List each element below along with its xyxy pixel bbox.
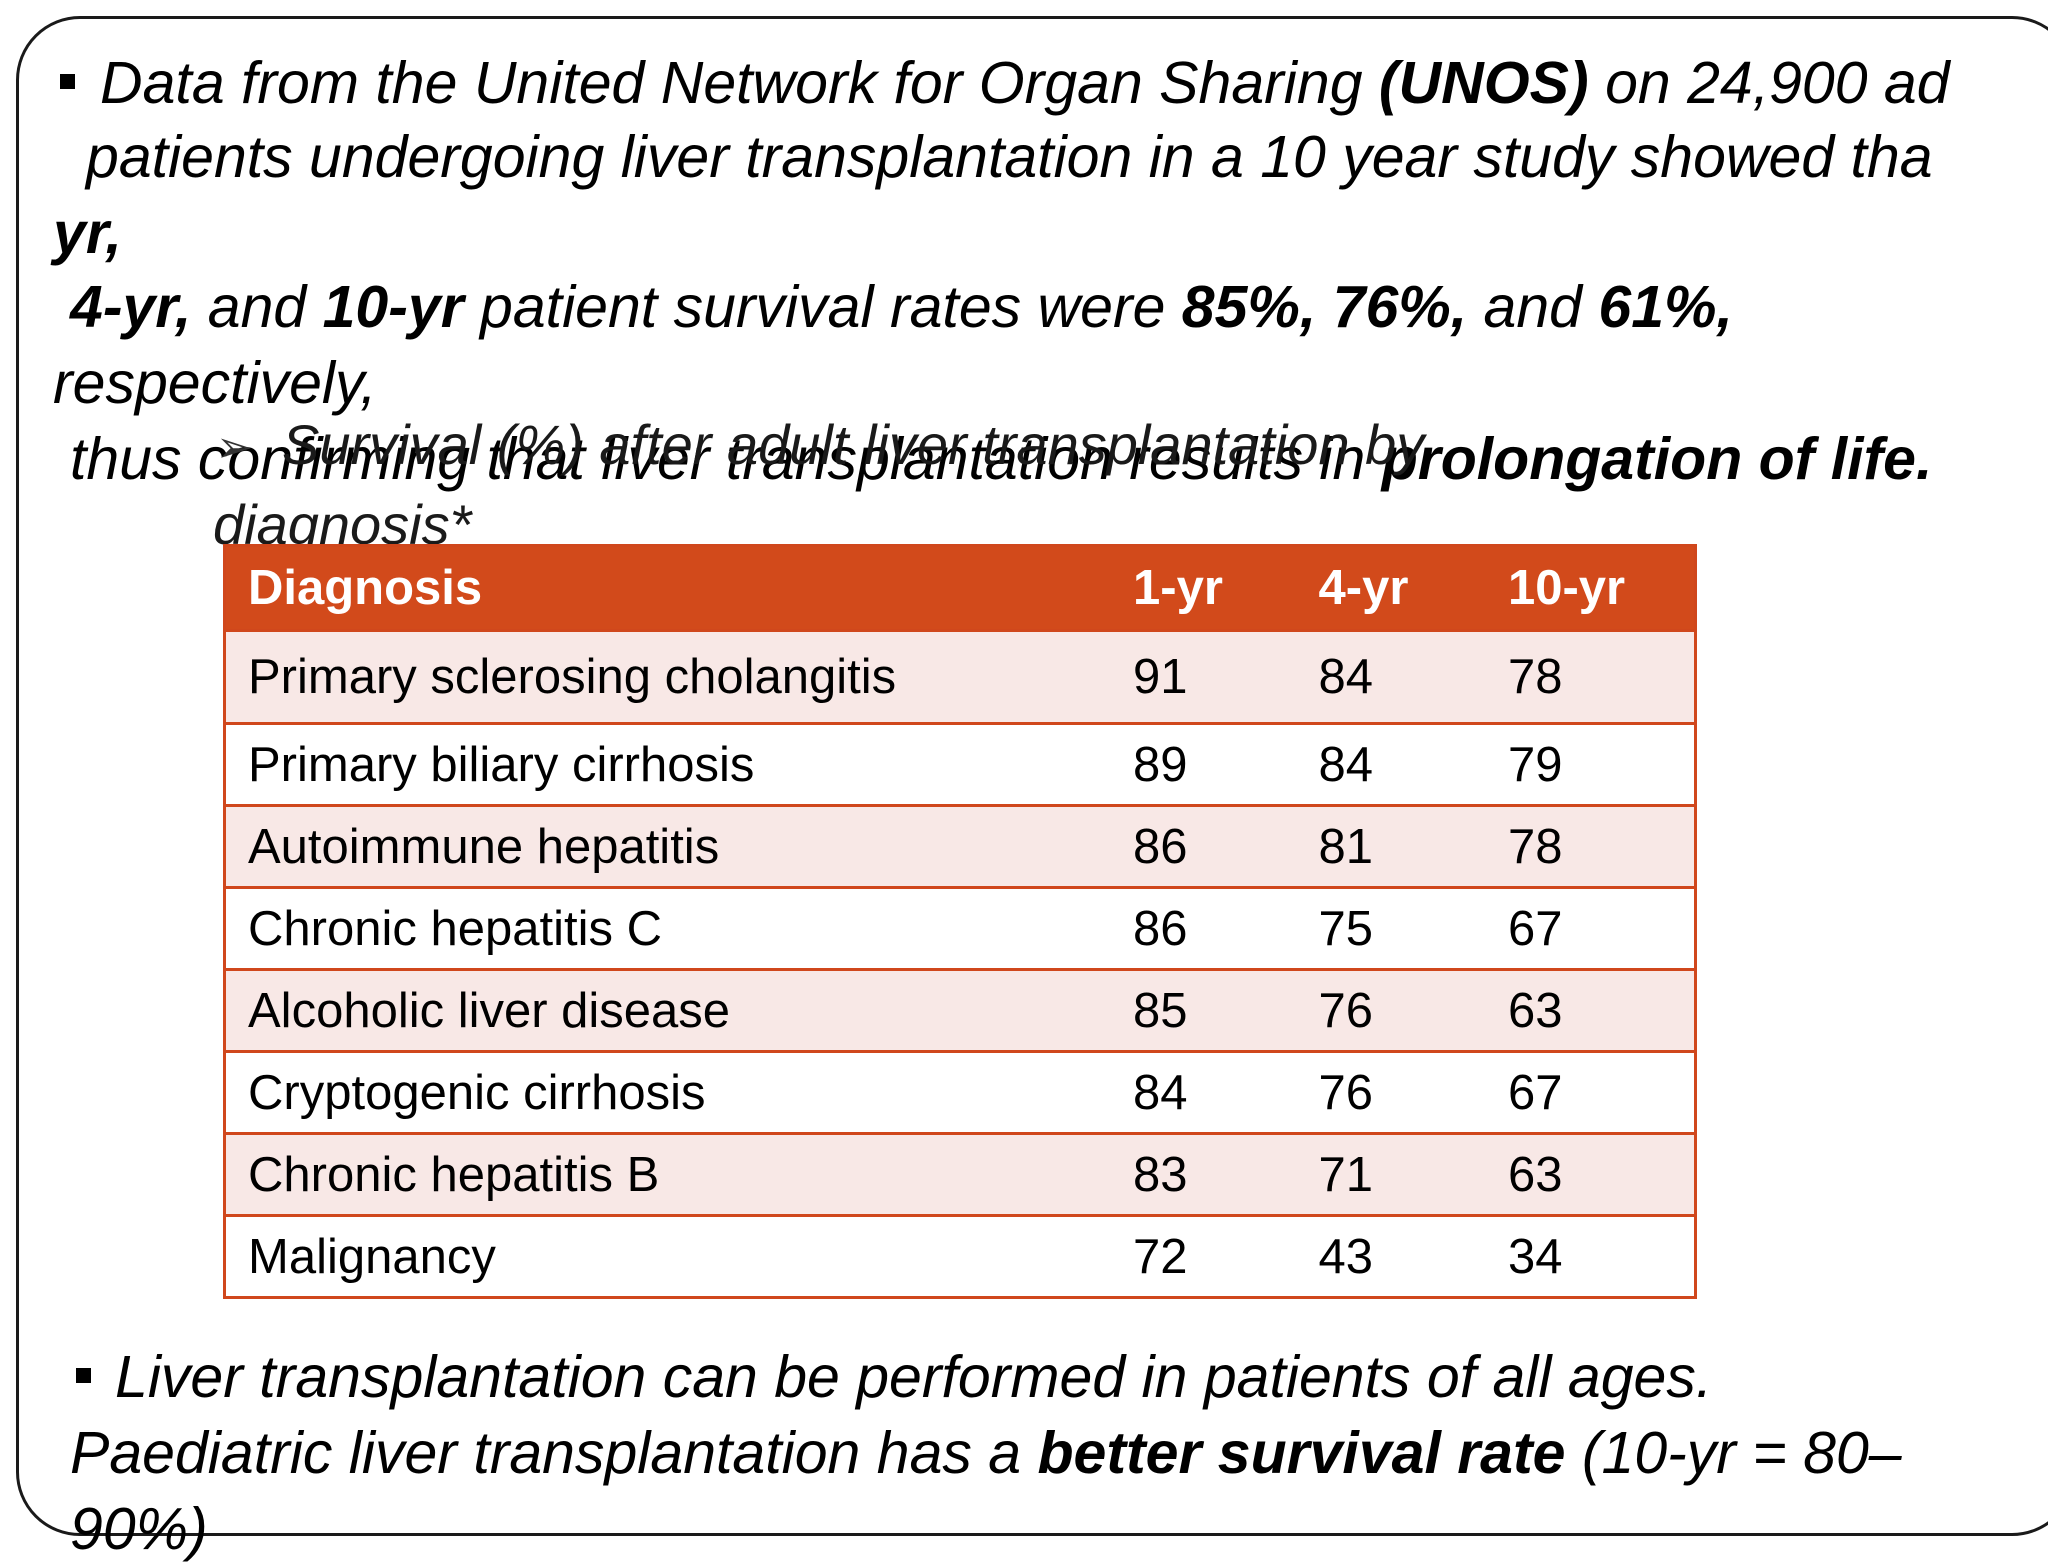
table-row: Chronic hepatitis B 83 71 63: [223, 1132, 1697, 1217]
bullet-square-icon: [60, 74, 75, 89]
cell-1yr: 86: [1111, 886, 1297, 971]
header-diagnosis: Diagnosis: [223, 544, 1112, 632]
cell-10yr: 63: [1485, 968, 1697, 1053]
cell-diagnosis: Primary sclerosing cholangitis: [223, 629, 1112, 725]
cell-1yr: 83: [1111, 1132, 1297, 1217]
cell-1yr: 72: [1111, 1214, 1297, 1299]
cell-10yr: 79: [1485, 722, 1697, 807]
cell-diagnosis: Autoimmune hepatitis: [223, 804, 1112, 889]
survival-table: Diagnosis 1-yr 4-yr 10-yr Primary sclero…: [223, 544, 1697, 1299]
cell-10yr: 67: [1485, 1050, 1697, 1135]
table-row: Primary biliary cirrhosis 89 84 79: [223, 722, 1697, 807]
bullet1-line5: respectively,: [53, 350, 377, 416]
bullet-square-icon: [76, 1368, 91, 1383]
bullet2-line3: 90%): [70, 1496, 208, 1562]
bullet2-line1: Liver transplantation can be performed i…: [115, 1344, 1713, 1410]
cell-4yr: 84: [1296, 629, 1486, 725]
slide-frame: [16, 16, 2048, 1536]
cell-10yr: 34: [1485, 1214, 1697, 1299]
cell-diagnosis: Alcoholic liver disease: [223, 968, 1112, 1053]
arrow-bullet-icon: ➢: [216, 423, 253, 472]
header-1yr: 1-yr: [1111, 544, 1297, 632]
cell-4yr: 76: [1296, 968, 1486, 1053]
header-10yr: 10-yr: [1485, 544, 1697, 632]
cell-1yr: 84: [1111, 1050, 1297, 1135]
bullet1-line6: thus confirming that liver transplantati…: [70, 426, 1933, 492]
cell-1yr: 89: [1111, 722, 1297, 807]
cell-1yr: 91: [1111, 629, 1297, 725]
cell-4yr: 81: [1296, 804, 1486, 889]
cell-10yr: 67: [1485, 886, 1697, 971]
cell-diagnosis: Malignancy: [223, 1214, 1112, 1299]
cell-10yr: 78: [1485, 804, 1697, 889]
cell-1yr: 86: [1111, 804, 1297, 889]
bullet1-line1: Data from the United Network for Organ S…: [100, 50, 1950, 116]
bullet1-line3: yr,: [53, 200, 122, 266]
cell-diagnosis: Chronic hepatitis C: [223, 886, 1112, 971]
cell-10yr: 63: [1485, 1132, 1697, 1217]
cell-4yr: 76: [1296, 1050, 1486, 1135]
cell-diagnosis: Primary biliary cirrhosis: [223, 722, 1112, 807]
bullet1-line2: patients undergoing liver transplantatio…: [86, 124, 1933, 190]
cell-4yr: 75: [1296, 886, 1486, 971]
bullet2-line2: Paediatric liver transplantation has a b…: [70, 1420, 1902, 1486]
header-4yr: 4-yr: [1296, 544, 1486, 632]
table-row: Primary sclerosing cholangitis 91 84 78: [223, 629, 1697, 725]
cell-10yr: 78: [1485, 629, 1697, 725]
table-row: Malignancy 72 43 34: [223, 1214, 1697, 1299]
cell-4yr: 84: [1296, 722, 1486, 807]
cell-4yr: 43: [1296, 1214, 1486, 1299]
cell-diagnosis: Cryptogenic cirrhosis: [223, 1050, 1112, 1135]
cell-diagnosis: Chronic hepatitis B: [223, 1132, 1112, 1217]
table-heading-line1: Survival (%) after adult liver transplan…: [282, 413, 1425, 476]
cell-4yr: 71: [1296, 1132, 1486, 1217]
cell-1yr: 85: [1111, 968, 1297, 1053]
table-row: Cryptogenic cirrhosis 84 76 67: [223, 1050, 1697, 1135]
table-header-row: Diagnosis 1-yr 4-yr 10-yr: [223, 544, 1697, 632]
bullet1-line4: 4-yr, and 10-yr patient survival rates w…: [70, 274, 1733, 340]
table-row: Chronic hepatitis C 86 75 67: [223, 886, 1697, 971]
table-row: Alcoholic liver disease 85 76 63: [223, 968, 1697, 1053]
table-row: Autoimmune hepatitis 86 81 78: [223, 804, 1697, 889]
